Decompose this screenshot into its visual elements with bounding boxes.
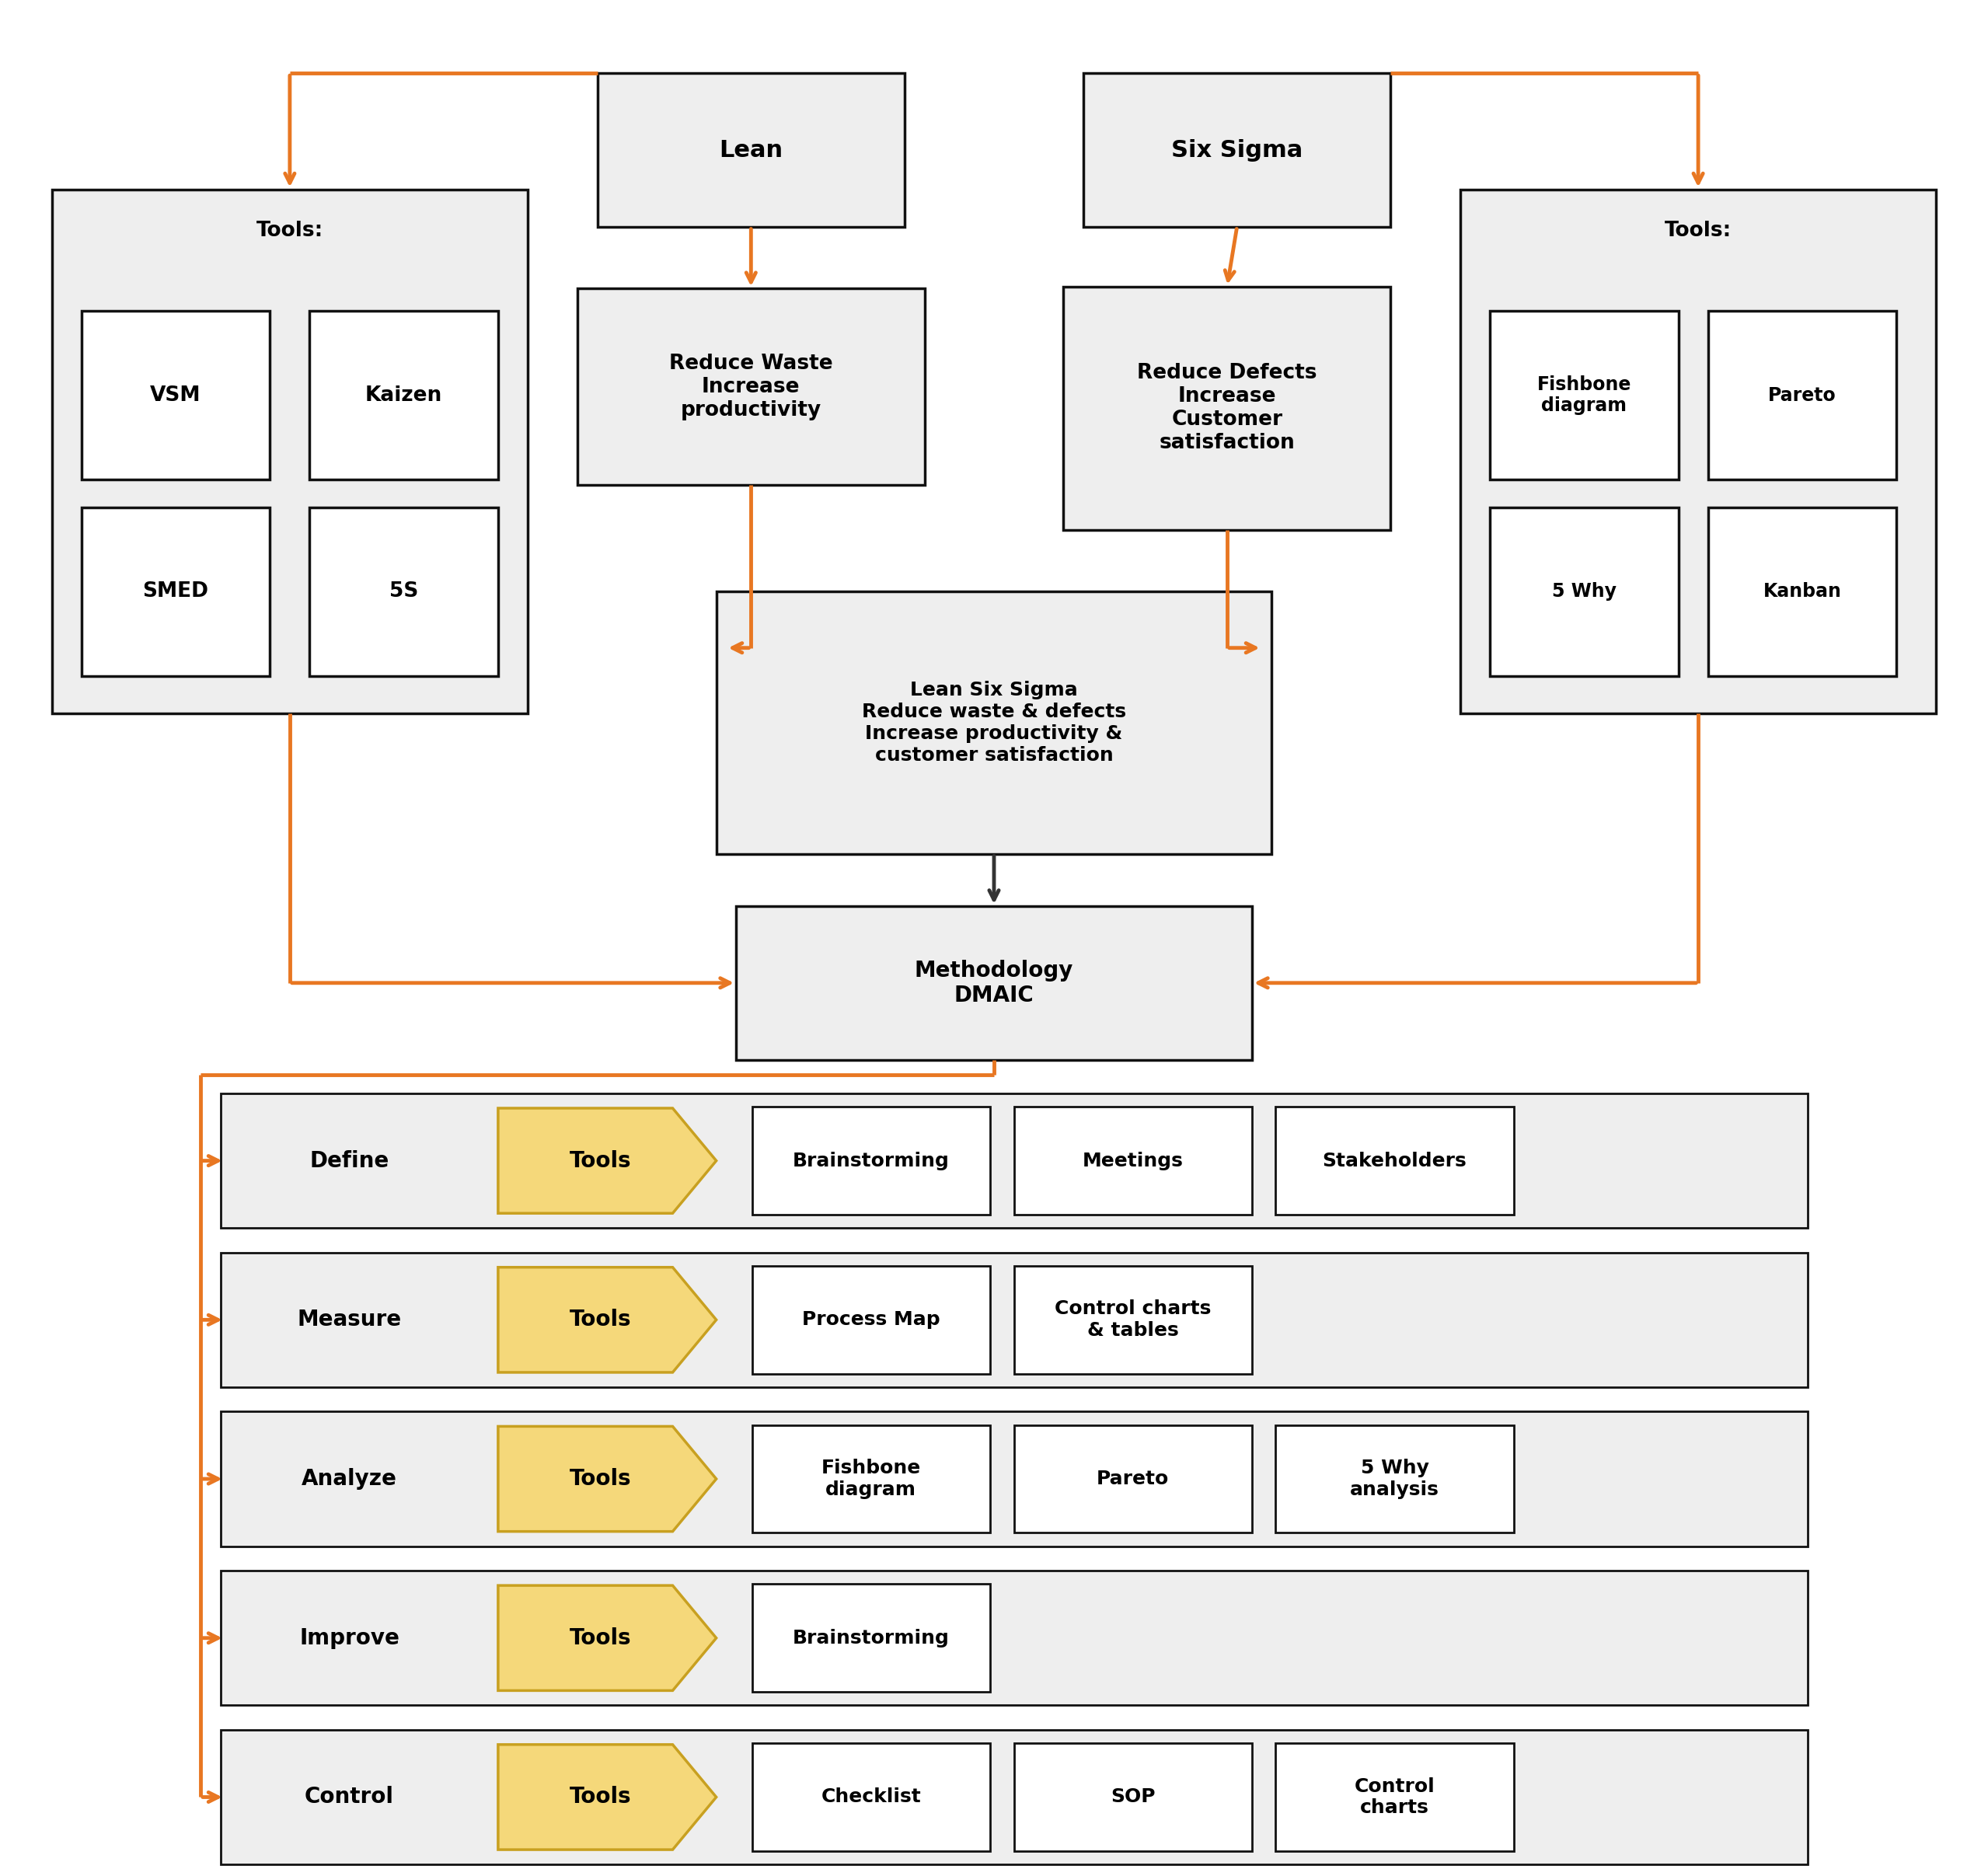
FancyBboxPatch shape: [751, 1107, 990, 1214]
FancyBboxPatch shape: [596, 73, 905, 227]
FancyBboxPatch shape: [221, 1094, 1807, 1229]
Text: Lean: Lean: [720, 139, 783, 161]
Text: Fishbone
diagram: Fishbone diagram: [821, 1460, 920, 1499]
Text: Meetings: Meetings: [1081, 1152, 1183, 1171]
Text: Pareto: Pareto: [1097, 1469, 1169, 1488]
Text: Brainstorming: Brainstorming: [793, 1152, 950, 1171]
Text: Improve: Improve: [300, 1626, 400, 1649]
Text: Control charts
& tables: Control charts & tables: [1054, 1300, 1211, 1339]
Text: Define: Define: [310, 1150, 390, 1172]
FancyBboxPatch shape: [310, 311, 499, 480]
FancyBboxPatch shape: [221, 1411, 1807, 1546]
FancyBboxPatch shape: [751, 1743, 990, 1852]
FancyBboxPatch shape: [221, 1253, 1807, 1386]
Text: Tools:: Tools:: [1664, 219, 1732, 240]
Text: Measure: Measure: [296, 1309, 402, 1330]
Text: Analyze: Analyze: [302, 1469, 398, 1490]
FancyBboxPatch shape: [1014, 1107, 1252, 1214]
FancyBboxPatch shape: [1276, 1426, 1513, 1533]
FancyBboxPatch shape: [716, 591, 1272, 854]
FancyBboxPatch shape: [1064, 287, 1392, 531]
Text: Fishbone
diagram: Fishbone diagram: [1537, 375, 1632, 415]
Text: 5S: 5S: [390, 582, 417, 602]
Text: 5 Why
analysis: 5 Why analysis: [1350, 1460, 1439, 1499]
FancyBboxPatch shape: [1459, 189, 1936, 713]
Text: Process Map: Process Map: [801, 1311, 940, 1330]
FancyBboxPatch shape: [82, 311, 270, 480]
FancyBboxPatch shape: [1276, 1743, 1513, 1852]
FancyBboxPatch shape: [310, 508, 499, 675]
Polygon shape: [499, 1585, 716, 1690]
Text: Reduce Defects
Increase
Customer
satisfaction: Reduce Defects Increase Customer satisfa…: [1137, 364, 1316, 454]
Text: Methodology
DMAIC: Methodology DMAIC: [914, 959, 1074, 1006]
Text: Control
charts: Control charts: [1354, 1777, 1435, 1818]
FancyBboxPatch shape: [751, 1266, 990, 1373]
FancyBboxPatch shape: [1014, 1743, 1252, 1852]
Polygon shape: [499, 1426, 716, 1531]
FancyBboxPatch shape: [1489, 508, 1678, 675]
Text: Tools: Tools: [571, 1469, 632, 1490]
Text: 5 Why: 5 Why: [1553, 582, 1616, 600]
FancyBboxPatch shape: [1708, 508, 1897, 675]
FancyBboxPatch shape: [1489, 311, 1678, 480]
Text: Kanban: Kanban: [1763, 582, 1841, 600]
Text: Tools: Tools: [571, 1786, 632, 1808]
Text: Checklist: Checklist: [821, 1788, 920, 1807]
Polygon shape: [499, 1268, 716, 1373]
Polygon shape: [499, 1109, 716, 1214]
Polygon shape: [499, 1745, 716, 1850]
Text: SMED: SMED: [143, 582, 209, 602]
Text: Tools: Tools: [571, 1309, 632, 1330]
FancyBboxPatch shape: [736, 906, 1252, 1060]
FancyBboxPatch shape: [751, 1426, 990, 1533]
Text: SOP: SOP: [1111, 1788, 1155, 1807]
FancyBboxPatch shape: [82, 508, 270, 675]
Text: Tools: Tools: [571, 1626, 632, 1649]
FancyBboxPatch shape: [1014, 1266, 1252, 1373]
Text: Brainstorming: Brainstorming: [793, 1628, 950, 1647]
Text: Tools: Tools: [571, 1150, 632, 1172]
Text: Lean Six Sigma
Reduce waste & defects
Increase productivity &
customer satisfact: Lean Six Sigma Reduce waste & defects In…: [863, 681, 1125, 765]
Text: Six Sigma: Six Sigma: [1171, 139, 1302, 161]
FancyBboxPatch shape: [577, 289, 924, 486]
Text: Control: Control: [304, 1786, 394, 1808]
Text: Reduce Waste
Increase
productivity: Reduce Waste Increase productivity: [670, 353, 833, 420]
Text: VSM: VSM: [151, 385, 201, 405]
Text: Tools:: Tools:: [256, 219, 324, 240]
Text: Kaizen: Kaizen: [366, 385, 443, 405]
FancyBboxPatch shape: [1276, 1107, 1513, 1214]
Text: Stakeholders: Stakeholders: [1322, 1152, 1467, 1171]
FancyBboxPatch shape: [751, 1583, 990, 1692]
FancyBboxPatch shape: [1083, 73, 1392, 227]
FancyBboxPatch shape: [221, 1570, 1807, 1705]
FancyBboxPatch shape: [1014, 1426, 1252, 1533]
FancyBboxPatch shape: [52, 189, 529, 713]
FancyBboxPatch shape: [1708, 311, 1897, 480]
Text: Pareto: Pareto: [1767, 386, 1837, 405]
FancyBboxPatch shape: [221, 1730, 1807, 1865]
